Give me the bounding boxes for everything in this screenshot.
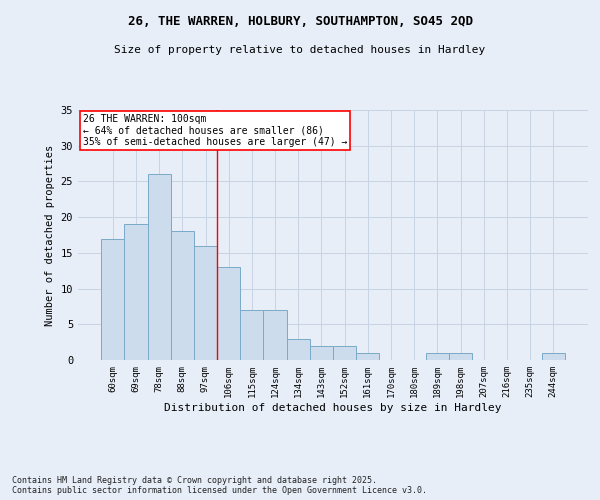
Bar [263, 310, 287, 360]
Bar [148, 174, 171, 360]
Bar [542, 353, 565, 360]
Bar [171, 232, 194, 360]
Bar [101, 238, 124, 360]
Bar [194, 246, 217, 360]
Bar [217, 267, 240, 360]
Text: Contains HM Land Registry data © Crown copyright and database right 2025.
Contai: Contains HM Land Registry data © Crown c… [12, 476, 427, 495]
Y-axis label: Number of detached properties: Number of detached properties [45, 144, 55, 326]
X-axis label: Distribution of detached houses by size in Hardley: Distribution of detached houses by size … [164, 402, 502, 412]
Bar [356, 353, 379, 360]
Bar [124, 224, 148, 360]
Bar [426, 353, 449, 360]
Bar [310, 346, 333, 360]
Bar [240, 310, 263, 360]
Text: 26, THE WARREN, HOLBURY, SOUTHAMPTON, SO45 2QD: 26, THE WARREN, HOLBURY, SOUTHAMPTON, SO… [128, 15, 473, 28]
Bar [449, 353, 472, 360]
Text: Size of property relative to detached houses in Hardley: Size of property relative to detached ho… [115, 45, 485, 55]
Text: 26 THE WARREN: 100sqm
← 64% of detached houses are smaller (86)
35% of semi-deta: 26 THE WARREN: 100sqm ← 64% of detached … [83, 114, 347, 147]
Bar [333, 346, 356, 360]
Bar [287, 338, 310, 360]
